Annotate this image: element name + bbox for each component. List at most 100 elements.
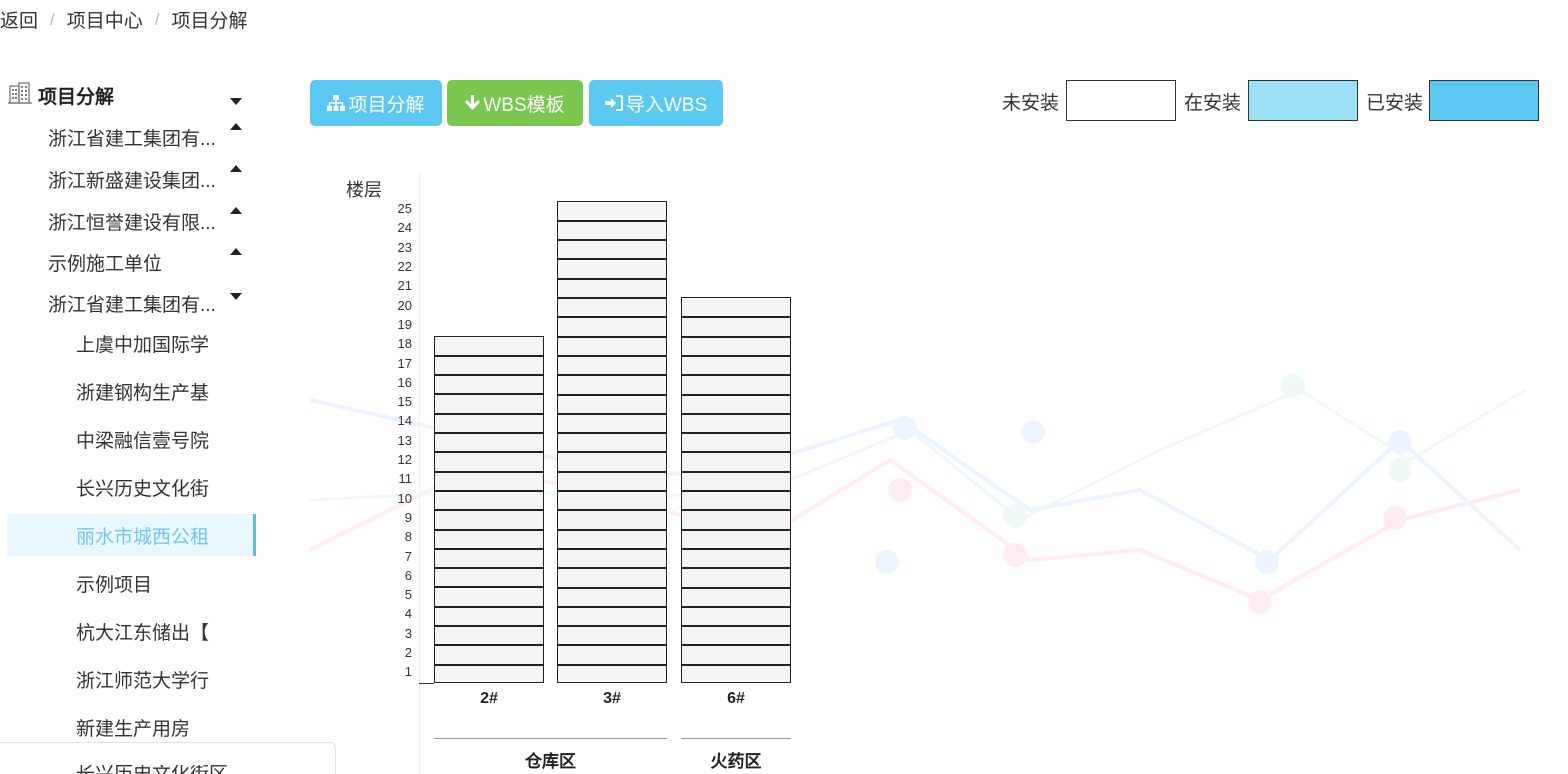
legend-installing-swatch xyxy=(1248,80,1358,121)
floor-divider xyxy=(682,413,790,415)
import-wbs-button[interactable]: 导入WBS xyxy=(589,80,723,126)
tree-item-active[interactable]: 丽水市城西公租 xyxy=(7,514,256,556)
floor-divider xyxy=(558,644,666,646)
floor-divider xyxy=(435,664,543,666)
tree-item[interactable]: 浙江省建工集团有... xyxy=(0,282,256,324)
legend-not-installed-swatch xyxy=(1066,80,1176,121)
y-tick-label: 16 xyxy=(380,375,412,390)
y-tick-label: 2 xyxy=(380,645,412,660)
wbs-template-button[interactable]: WBS模板 xyxy=(447,80,583,126)
floor-divider xyxy=(435,567,543,569)
project-decompose-button[interactable]: 项目分解 xyxy=(310,80,442,126)
floor-divider xyxy=(682,471,790,473)
floor-divider xyxy=(558,490,666,492)
tree-item[interactable]: 长兴历史文化街 xyxy=(0,466,256,508)
tree-item[interactable]: 浙江师范大学行 xyxy=(0,658,256,700)
tree-item-label: 浙江恒誉建设有限... xyxy=(0,208,216,235)
arrow-down-icon xyxy=(465,95,480,111)
tree-item-label: 浙江省建工集团有... xyxy=(0,290,216,317)
floor-divider xyxy=(682,606,790,608)
tree-item[interactable]: 浙江恒誉建设有限... xyxy=(0,200,256,242)
y-tick-label: 23 xyxy=(380,240,412,255)
chevron-up-icon[interactable] xyxy=(230,207,242,214)
tree-item[interactable]: 杭大江东储出【 xyxy=(0,610,256,652)
floor-divider xyxy=(558,278,666,280)
floor-divider xyxy=(682,316,790,318)
floor-divider xyxy=(435,529,543,531)
building-label: 6# xyxy=(681,690,791,708)
floor-divider xyxy=(682,509,790,511)
floor-divider xyxy=(558,355,666,357)
floor-divider xyxy=(435,355,543,357)
floor-divider xyxy=(558,413,666,415)
project-decompose-label: 项目分解 xyxy=(348,90,424,117)
floor-divider xyxy=(558,548,666,550)
floor-divider xyxy=(558,432,666,434)
y-tick-label: 4 xyxy=(380,606,412,621)
tree-item-label: 杭大江东储出【 xyxy=(0,618,209,645)
building-bar-2[interactable] xyxy=(434,336,544,683)
chevron-down-icon[interactable] xyxy=(230,98,242,105)
tree-item[interactable]: 浙建钢构生产基 xyxy=(0,370,256,412)
tree-item-label: 浙建钢构生产基 xyxy=(0,378,209,405)
tree-item-cut-off[interactable]: 长兴历史文化街区 xyxy=(76,765,228,774)
floor-divider xyxy=(558,509,666,511)
building-bar-3[interactable] xyxy=(557,201,667,684)
breadcrumb-item-current: 项目分解 xyxy=(172,6,248,33)
y-tick-label: 21 xyxy=(380,278,412,293)
zone-divider xyxy=(434,738,667,739)
floor-divider xyxy=(558,258,666,260)
tree-item[interactable]: 上虞中加国际学 xyxy=(0,322,256,364)
floor-divider xyxy=(435,625,543,627)
tree-root[interactable]: 项目分解 xyxy=(8,80,248,110)
y-tick-label: 19 xyxy=(380,317,412,332)
building-icon xyxy=(8,82,32,109)
tree-item[interactable]: 中梁融信壹号院 xyxy=(0,418,256,460)
building-bar-6[interactable] xyxy=(681,297,791,683)
breadcrumb: 返回 / 项目中心 / 项目分解 xyxy=(0,6,248,33)
zone-divider xyxy=(681,738,791,739)
floor-divider xyxy=(682,529,790,531)
floor-divider xyxy=(435,606,543,608)
chevron-up-icon[interactable] xyxy=(230,165,242,172)
project-tree-sidebar: 项目分解 浙江省建工集团有... 浙江新盛建设集团... 浙江恒誉建设有限... 示例… xyxy=(0,72,256,774)
wbs-template-label: WBS模板 xyxy=(483,90,564,117)
tree-item[interactable]: 浙江省建工集团有... xyxy=(0,116,256,158)
floor-divider xyxy=(682,567,790,569)
floor-divider xyxy=(558,297,666,299)
building-label: 3# xyxy=(557,690,667,708)
floor-divider xyxy=(682,625,790,627)
breadcrumb-item-project-center[interactable]: 项目中心 xyxy=(67,6,143,33)
tree-item[interactable]: 示例施工单位 xyxy=(0,241,256,283)
y-tick-label: 10 xyxy=(380,491,412,506)
legend-installed-swatch xyxy=(1429,80,1539,121)
floor-divider xyxy=(682,336,790,338)
floor-divider xyxy=(682,451,790,453)
y-tick-label: 24 xyxy=(380,220,412,235)
tree-item-label: 浙江新盛建设集团... xyxy=(0,166,216,193)
chevron-up-icon[interactable] xyxy=(230,123,242,130)
chevron-down-icon[interactable] xyxy=(230,293,242,300)
floor-divider xyxy=(558,374,666,376)
floor-divider xyxy=(435,413,543,415)
floor-divider xyxy=(682,587,790,589)
tree-item[interactable]: 示例项目 xyxy=(0,562,256,604)
floor-divider xyxy=(435,393,543,395)
chevron-up-icon[interactable] xyxy=(230,248,242,255)
floor-divider xyxy=(558,587,666,589)
back-link[interactable]: 返回 xyxy=(0,6,38,33)
tree-root-label: 项目分解 xyxy=(38,82,114,109)
breadcrumb-separator: / xyxy=(155,10,160,30)
floor-divider xyxy=(435,644,543,646)
floor-divider xyxy=(558,239,666,241)
tree-item-label: 新建生产用房 xyxy=(0,714,190,741)
tree-item[interactable]: 浙江新盛建设集团... xyxy=(0,158,256,200)
zone-label: 火药区 xyxy=(681,747,791,772)
breadcrumb-separator: / xyxy=(50,10,55,30)
y-tick-label: 5 xyxy=(380,587,412,602)
y-tick-label: 18 xyxy=(380,336,412,351)
floor-divider xyxy=(682,644,790,646)
tree-item-label: 浙江省建工集团有... xyxy=(0,124,216,151)
floor-divider xyxy=(435,586,543,588)
